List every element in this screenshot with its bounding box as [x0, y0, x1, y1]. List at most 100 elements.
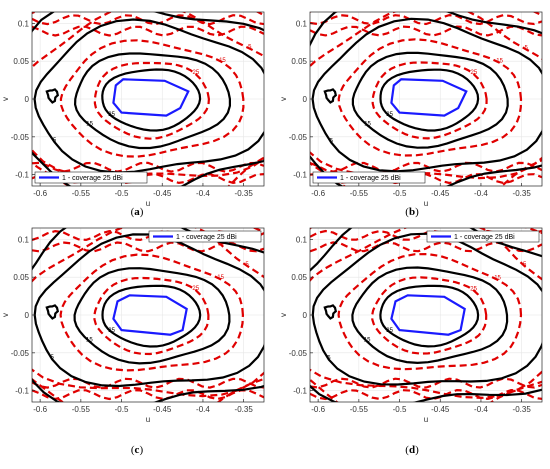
contour-solid-25 — [101, 284, 202, 348]
contour-label-solid: 25 — [386, 112, 393, 118]
y-axis-label: v — [279, 313, 288, 317]
contour-dashed-15 — [59, 253, 245, 372]
contour-dashed-25 — [371, 276, 488, 355]
coverage-polygon — [112, 294, 188, 336]
legend-box — [34, 171, 148, 184]
contour-dashed-edge — [310, 241, 542, 253]
y-tick-label: -0.05 — [11, 133, 30, 142]
x-axis-label: u — [146, 199, 150, 208]
contour-solid-25 — [101, 68, 202, 132]
contour-dashed-5 — [32, 12, 264, 179]
contour-label-dashed: 25 — [470, 70, 477, 76]
contour-dashed-edge — [32, 241, 264, 253]
contour-label-solid: 25 — [108, 328, 115, 334]
contour-label-dashed: 15 — [496, 59, 503, 65]
x-tick-label: -0.4 — [196, 189, 210, 198]
contour-label-dashed: 0 — [281, 25, 285, 31]
legend-label: 1 - coverage 25 dBi — [176, 234, 237, 241]
coverage-polygon — [390, 78, 468, 117]
legend-box — [148, 230, 262, 243]
contour-dashed-edge — [310, 13, 542, 26]
contour-solid-15 — [351, 266, 509, 365]
legend: 1 - coverage 25 dBi — [312, 171, 426, 184]
contour-label-dashed: 15 — [217, 275, 224, 281]
contour-dashed-edge — [32, 25, 264, 37]
contour-solid-0 — [32, 12, 264, 186]
x-tick-label: -0.45 — [431, 189, 450, 198]
contour-label-dashed: 5 — [523, 262, 527, 268]
contour-solid-15 — [351, 51, 509, 149]
panel-b: 25 15 5 0 25 15 5 -0.6 -0.55 -0.5 -0.45 -0.4 -0.35 -0… — [279, 11, 543, 218]
x-tick-label: -0.55 — [72, 405, 91, 414]
legend-label: 1 - coverage 25 dBi — [454, 234, 515, 241]
x-tick-label: -0.4 — [196, 405, 210, 414]
contour-solid-island — [323, 304, 338, 320]
contour-dashed-edge — [32, 389, 264, 401]
y-tick-label: 0 — [25, 311, 30, 320]
y-tick-label: 0 — [303, 311, 308, 320]
contour-label-solid: 15 — [364, 121, 371, 127]
y-tick-label: 0.05 — [291, 57, 307, 66]
y-tick-label: -0.05 — [289, 133, 308, 142]
y-tick-label: 0.05 — [13, 57, 29, 66]
y-axis-label: v — [1, 97, 10, 101]
x-tick-label: -0.6 — [311, 405, 325, 414]
contour-dashed-edge — [310, 25, 542, 37]
contour-solid-15 — [73, 267, 231, 365]
contour-dashed-25 — [93, 61, 211, 140]
contour-label-dashed: 25 — [192, 70, 199, 76]
contour-label-dashed: 0 — [281, 240, 285, 246]
legend-label: 1 - coverage 25 dBi — [62, 175, 123, 182]
panel-c: 25 15 5 0 25 15 5 -0.6 -0.55 -0.5 -0.45 -0.4 -0.35 -0… — [1, 227, 285, 456]
contour-dashed-0 — [32, 228, 264, 402]
x-tick-label: -0.35 — [513, 405, 532, 414]
contour-dashed-15 — [337, 38, 523, 157]
contour-label-solid: 25 — [108, 112, 115, 118]
y-tick-label: 0.1 — [296, 19, 308, 28]
x-tick-label: -0.6 — [311, 189, 325, 198]
contour-dashed-edge — [310, 377, 542, 389]
y-tick-label: 0.1 — [18, 235, 30, 244]
x-tick-label: -0.5 — [393, 189, 407, 198]
contour-solid-island — [45, 304, 60, 320]
legend-label: 1 - coverage 25 dBi — [340, 175, 401, 182]
legend-box — [312, 171, 426, 184]
y-tick-label: 0.1 — [296, 235, 308, 244]
panel-caption: (c) — [131, 444, 144, 456]
x-tick-label: -0.35 — [235, 405, 254, 414]
contour-dashed-0 — [310, 228, 542, 402]
panel-a: 25 15 5 0 25 15 5 -0.6 -0.55 -0.5 -0.45 -0.4 -0.35 -0… — [1, 11, 285, 218]
x-tick-label: -0.5 — [115, 405, 129, 414]
x-tick-label: -0.55 — [350, 405, 369, 414]
legend: 1 - coverage 25 dBi — [148, 230, 262, 243]
contour-label-dashed: 15 — [219, 58, 226, 64]
y-tick-label: 0 — [25, 95, 30, 104]
contour-label-solid: 15 — [86, 337, 93, 343]
x-tick-label: -0.35 — [235, 189, 254, 198]
contour-label-solid: 5 — [53, 138, 57, 144]
contour-solid-island — [45, 88, 60, 104]
contour-dashed-edge — [310, 172, 542, 185]
x-tick-label: -0.6 — [33, 405, 47, 414]
x-axis-label: u — [146, 415, 150, 424]
contour-dashed-15 — [337, 252, 523, 371]
y-tick-label: -0.05 — [289, 349, 308, 358]
legend-box — [426, 230, 540, 243]
contour-dashed-15 — [59, 39, 245, 158]
x-tick-label: -0.35 — [513, 189, 532, 198]
contour-label-dashed: 5 — [248, 45, 252, 51]
contour-dashed-edge — [32, 14, 264, 26]
contour-label-solid: 5 — [330, 139, 334, 145]
legend: 1 - coverage 25 dBi — [426, 230, 540, 243]
contour-solid-0 — [310, 12, 542, 186]
x-axis-label: u — [424, 415, 428, 424]
contour-solid-island — [323, 88, 338, 104]
panel-d: 25 15 5 0 25 15 5 -0.6 -0.55 -0.5 -0.45 -0.4 -0.35 -0… — [279, 227, 543, 456]
y-tick-label: -0.1 — [15, 387, 29, 396]
x-tick-label: -0.6 — [33, 189, 47, 198]
contour-label-dashed: 25 — [470, 286, 477, 292]
coverage-polygon — [112, 78, 190, 117]
panel-caption-letter: c — [135, 444, 140, 456]
y-tick-label: -0.1 — [293, 171, 307, 180]
